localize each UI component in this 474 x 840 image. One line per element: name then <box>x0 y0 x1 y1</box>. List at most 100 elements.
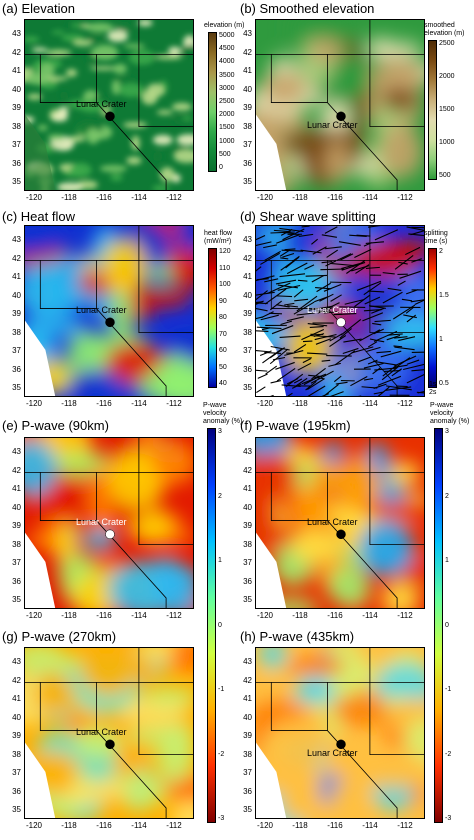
panel-title: (g) P-wave (270km) <box>2 629 117 644</box>
lunar-crater-label: Lunar Crater <box>307 748 358 759</box>
colorbar-tick: 1 <box>445 557 449 564</box>
colorbar-tick: -3 <box>218 815 225 822</box>
lat-tick: 41 <box>12 694 21 703</box>
colorbar-label: time (s) <box>424 238 448 245</box>
lat-tick: 42 <box>243 465 252 475</box>
lunar-crater-marker <box>105 111 115 122</box>
lat-tick: 35 <box>243 805 252 814</box>
lon-tick: -112 <box>166 193 182 202</box>
colorbar <box>428 40 437 180</box>
lon-tick: -116 <box>96 399 112 408</box>
lat-tick: 39 <box>243 309 252 318</box>
colorbar <box>428 248 437 388</box>
lon-tick: -112 <box>166 399 182 408</box>
lat-tick: 39 <box>12 731 21 740</box>
lat-tick: 35 <box>12 805 21 814</box>
colorbar-tick: 500 <box>439 172 451 179</box>
lat-tick: 35 <box>12 595 21 604</box>
lon-tick: -120 <box>256 611 273 620</box>
colorbar-tick: 0 <box>219 164 223 171</box>
lon-tick: -114 <box>131 821 147 830</box>
lat-tick: 43 <box>12 447 21 456</box>
lat-tick: 37 <box>243 558 252 567</box>
lon-tick: -118 <box>292 611 308 620</box>
lunar-crater-label: Lunar Crater <box>76 517 127 528</box>
lat-tick: 40 <box>243 712 252 722</box>
lon-tick: -116 <box>96 193 112 202</box>
lat-tick: 40 <box>243 84 252 94</box>
colorbar-tick: 2500 <box>439 40 455 47</box>
lunar-crater-marker <box>336 111 346 122</box>
lat-tick: 43 <box>12 657 21 666</box>
lat-tick: 39 <box>243 731 252 740</box>
lon-tick: -114 <box>362 399 378 408</box>
colorbar-tick: 1 <box>218 557 222 564</box>
lon-tick: -114 <box>131 193 147 202</box>
lat-tick: 38 <box>12 749 21 759</box>
colorbar-label: (mW/m²) <box>204 238 232 245</box>
colorbar-label: P-wave <box>203 402 227 409</box>
colorbar-tick: 4500 <box>219 45 235 53</box>
lat-tick: 36 <box>243 364 252 374</box>
colorbar-tick: 60 <box>219 347 227 354</box>
lat-tick: 42 <box>243 675 252 685</box>
lat-tick: 40 <box>243 290 252 300</box>
lat-tick: 36 <box>243 158 252 168</box>
lat-tick: 36 <box>12 786 21 796</box>
lon-tick: -120 <box>25 193 42 202</box>
colorbar-label: velocity <box>430 410 454 417</box>
lon-tick: -118 <box>292 821 308 830</box>
lon-tick: -118 <box>61 193 77 202</box>
lat-tick: 36 <box>243 786 252 796</box>
panel-title: (f) P-wave (195km) <box>240 418 351 433</box>
lon-tick: -116 <box>327 611 343 620</box>
panel-title: (b) Smoothed elevation <box>240 1 375 16</box>
lon-tick: -120 <box>25 821 42 830</box>
lat-tick: 41 <box>243 484 252 493</box>
colorbar-tick: 0 <box>445 621 449 629</box>
lat-tick: 40 <box>12 712 21 722</box>
colorbar-tick: -2 <box>445 750 452 758</box>
lat-tick: 38 <box>243 539 252 549</box>
lat-tick: 38 <box>12 327 21 337</box>
lat-tick: 35 <box>243 177 252 186</box>
lon-tick: -112 <box>397 399 413 408</box>
colorbar-tick: 4000 <box>219 58 235 66</box>
colorbar-tick: 1500 <box>439 106 455 113</box>
lunar-crater-marker <box>105 739 115 750</box>
colorbar-tick: 120 <box>219 248 231 255</box>
lat-tick: 42 <box>12 465 21 475</box>
colorbar-tick: 80 <box>219 314 227 321</box>
colorbar-tick: 2 <box>445 492 449 500</box>
lat-tick: 37 <box>12 768 21 777</box>
lon-tick: -116 <box>327 399 343 408</box>
lunar-crater-marker <box>336 317 346 328</box>
lon-tick: -112 <box>166 821 182 830</box>
lat-tick: 43 <box>12 29 21 38</box>
lon-tick: -114 <box>362 821 378 830</box>
lat-tick: 43 <box>12 235 21 244</box>
lon-tick: -120 <box>256 399 273 408</box>
colorbar-tick: -1 <box>218 686 225 693</box>
lat-tick: 40 <box>12 502 21 512</box>
lon-tick: -116 <box>327 821 343 830</box>
colorbar-label: elevation (m) <box>204 22 245 29</box>
lon-tick: -118 <box>292 193 308 202</box>
lat-tick: 38 <box>243 121 252 131</box>
colorbar <box>207 428 216 823</box>
lat-tick: 37 <box>12 346 21 355</box>
colorbar-label: splitting <box>424 230 448 237</box>
colorbar-tick: 90 <box>219 297 227 305</box>
lon-tick: -118 <box>61 821 77 830</box>
lat-tick: 40 <box>243 502 252 512</box>
lat-tick: 38 <box>243 749 252 759</box>
lon-tick: -116 <box>96 821 112 830</box>
lat-tick: 40 <box>12 290 21 300</box>
lat-tick: 41 <box>243 272 252 281</box>
panel-title: (d) Shear wave splitting <box>240 209 376 224</box>
lat-tick: 36 <box>243 576 252 586</box>
colorbar-label: velocity <box>203 410 227 417</box>
lat-tick: 38 <box>12 539 21 549</box>
lon-tick: -112 <box>397 193 413 202</box>
lat-tick: 35 <box>12 177 21 186</box>
